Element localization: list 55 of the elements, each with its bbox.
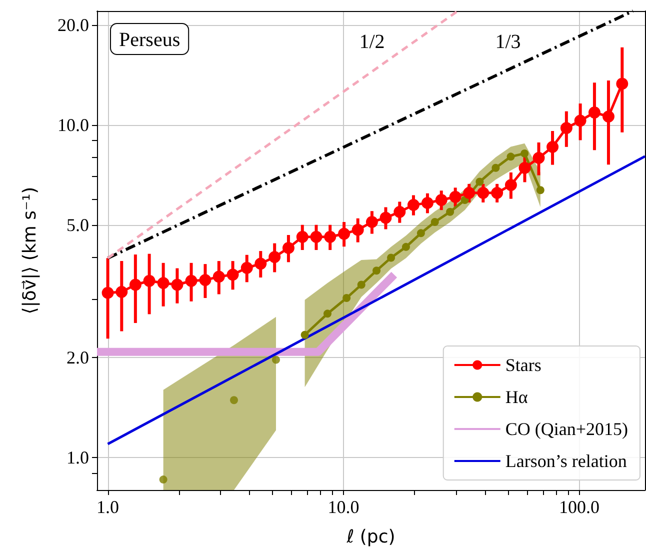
- point: [435, 194, 448, 206]
- point: [366, 216, 378, 228]
- point: [491, 186, 504, 199]
- point: [588, 106, 600, 118]
- annotation: Perseus: [119, 29, 180, 51]
- x-axis-title: ℓ (pc): [346, 526, 396, 548]
- point: [240, 262, 253, 274]
- x-tick-label: 1.0: [96, 497, 120, 517]
- y-tick-label: 10.0: [58, 114, 89, 135]
- point: [157, 277, 170, 290]
- x-tick-label: 10.0: [328, 497, 360, 517]
- point: [212, 270, 225, 283]
- point: [546, 140, 559, 153]
- point: [324, 230, 336, 243]
- y-tick-label: 5.0: [66, 215, 89, 236]
- point: [143, 274, 156, 287]
- point: [504, 179, 517, 192]
- legend-label: Hα: [505, 387, 528, 407]
- point: [296, 230, 308, 243]
- legend-label: CO (Qian+2015): [505, 419, 628, 439]
- point: [254, 258, 267, 270]
- point: [185, 274, 198, 287]
- point: [463, 186, 476, 199]
- annotation: 1/3: [495, 31, 521, 53]
- point: [380, 212, 392, 224]
- annotation: 1/2: [359, 31, 385, 53]
- point: [532, 152, 545, 164]
- point: [407, 198, 420, 211]
- y-tick-label: 2.0: [66, 348, 89, 368]
- point: [421, 196, 434, 209]
- point: [574, 114, 586, 127]
- y-tick-label: 20.0: [58, 14, 89, 35]
- point: [352, 224, 364, 236]
- y-tick-label: 1.0: [66, 448, 89, 468]
- x-tick-label: 100.0: [559, 497, 600, 517]
- y-axis-title: ⟨|δv⃗|⟩ (km s⁻¹): [20, 186, 40, 314]
- point: [282, 242, 294, 254]
- point: [616, 78, 628, 90]
- point: [560, 122, 572, 134]
- legend-label: Larson’s relation: [505, 451, 627, 471]
- point: [116, 286, 128, 298]
- point: [449, 190, 462, 203]
- point: [226, 268, 239, 281]
- point: [477, 186, 490, 199]
- point: [199, 274, 212, 286]
- point: [602, 110, 614, 123]
- point: [518, 162, 531, 174]
- point: [129, 278, 142, 291]
- point: [171, 278, 184, 291]
- point: [268, 251, 281, 264]
- point: [310, 230, 322, 243]
- point: [394, 206, 406, 218]
- point: [338, 228, 350, 240]
- legend-label: Stars: [505, 355, 542, 375]
- point: [102, 286, 114, 299]
